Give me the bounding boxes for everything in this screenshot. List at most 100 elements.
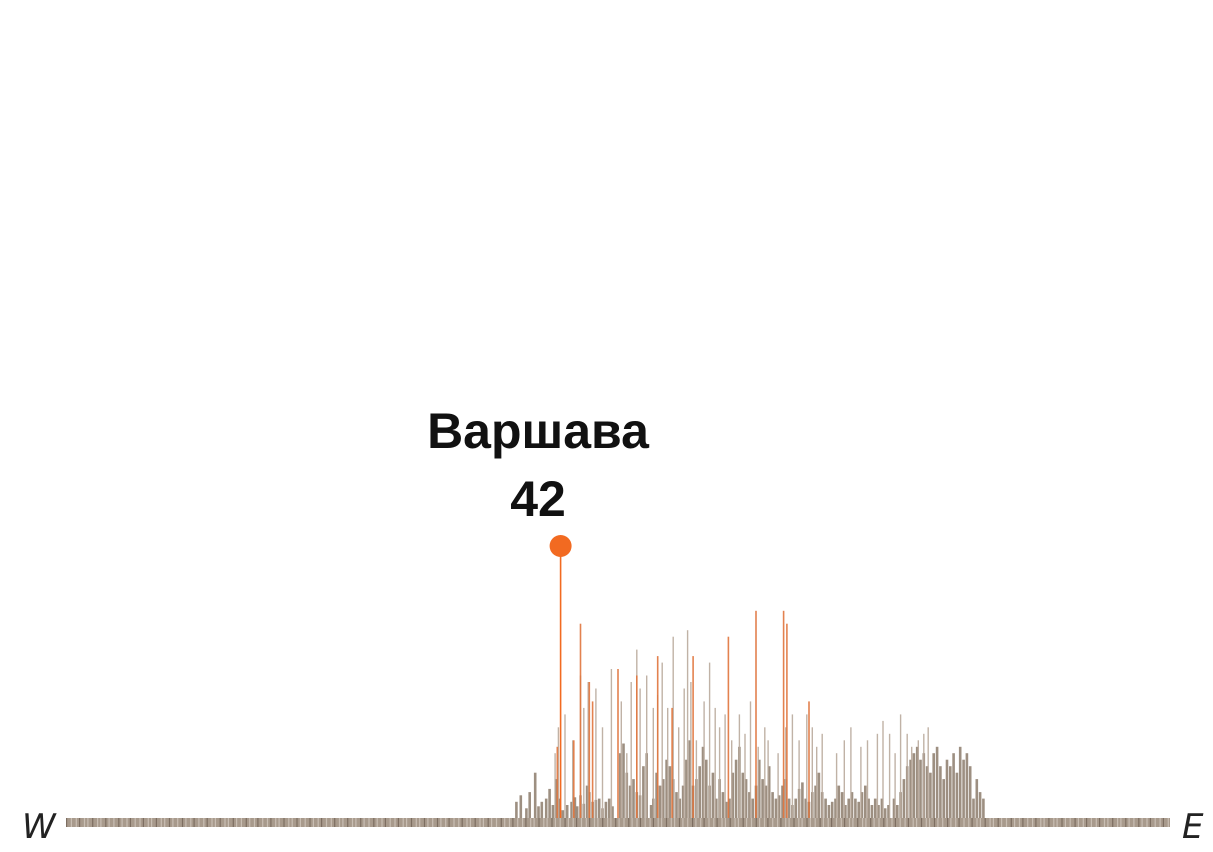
baseline-tick bbox=[916, 818, 918, 827]
baseline-tick bbox=[1048, 818, 1050, 827]
bar bbox=[688, 740, 692, 818]
bar bbox=[537, 806, 540, 818]
baseline-tick bbox=[236, 818, 238, 827]
bar bbox=[866, 740, 869, 818]
bar bbox=[639, 688, 641, 818]
bar bbox=[667, 707, 669, 818]
baseline-tick bbox=[976, 818, 978, 827]
bar bbox=[575, 806, 579, 818]
bar bbox=[915, 746, 919, 818]
baseline-tick bbox=[708, 818, 710, 827]
bar bbox=[834, 798, 837, 818]
bar bbox=[731, 740, 733, 818]
baseline-tick bbox=[767, 818, 769, 827]
bar-accent bbox=[588, 682, 591, 818]
bar bbox=[899, 714, 902, 818]
bar bbox=[551, 805, 555, 818]
highlight-layer bbox=[549, 535, 572, 818]
baseline bbox=[66, 818, 1170, 827]
baseline-tick bbox=[801, 818, 803, 827]
baseline-tick bbox=[522, 818, 524, 827]
bar bbox=[611, 806, 614, 818]
baseline-tick bbox=[670, 818, 672, 827]
baseline-tick bbox=[458, 818, 460, 827]
baseline-tick bbox=[652, 818, 654, 827]
baseline-tick bbox=[508, 818, 511, 827]
bar bbox=[731, 772, 735, 818]
bar bbox=[570, 801, 573, 818]
baseline-tick bbox=[883, 818, 885, 827]
bar bbox=[850, 792, 854, 818]
baseline-tick bbox=[427, 818, 429, 827]
bar bbox=[939, 766, 942, 818]
baseline-tick bbox=[597, 818, 599, 827]
bar bbox=[847, 798, 850, 818]
baseline-tick bbox=[469, 818, 471, 827]
bar bbox=[711, 772, 715, 818]
baseline-tick bbox=[1064, 818, 1066, 827]
baseline-tick bbox=[546, 818, 548, 827]
baseline-tick bbox=[1103, 818, 1106, 827]
baseline-tick bbox=[777, 818, 779, 827]
bar bbox=[748, 792, 751, 818]
baseline-tick bbox=[1086, 818, 1088, 827]
baseline-tick bbox=[623, 818, 625, 827]
bar bbox=[932, 753, 935, 818]
baseline-tick bbox=[466, 818, 468, 827]
baseline-tick bbox=[487, 818, 489, 827]
baseline-tick bbox=[564, 818, 566, 827]
bar bbox=[972, 798, 975, 818]
bar bbox=[655, 772, 658, 818]
bars-layer bbox=[515, 610, 985, 818]
bar bbox=[892, 798, 896, 818]
bar bbox=[632, 779, 635, 818]
bar bbox=[774, 798, 778, 818]
bar bbox=[942, 779, 945, 818]
baseline-tick bbox=[873, 818, 875, 827]
bar-accent bbox=[755, 610, 757, 818]
baseline-tick bbox=[737, 818, 739, 827]
baseline-tick bbox=[474, 818, 476, 827]
bar bbox=[675, 792, 678, 818]
baseline-tick bbox=[92, 818, 94, 827]
baseline-tick bbox=[479, 818, 481, 827]
baseline-tick bbox=[958, 818, 960, 827]
baseline-tick bbox=[75, 818, 77, 827]
bar bbox=[573, 797, 577, 818]
bar bbox=[877, 805, 880, 818]
bar bbox=[715, 798, 718, 818]
bar bbox=[814, 785, 817, 818]
bar bbox=[867, 798, 870, 818]
bar bbox=[850, 727, 852, 818]
baseline-tick bbox=[763, 818, 766, 827]
bar bbox=[561, 810, 565, 818]
bar bbox=[665, 759, 668, 818]
baseline-tick bbox=[1138, 818, 1140, 827]
bar bbox=[728, 798, 731, 818]
bar bbox=[583, 707, 585, 818]
baseline-tick bbox=[593, 818, 596, 827]
baseline-tick bbox=[1117, 818, 1119, 827]
baseline-tick bbox=[1056, 818, 1058, 827]
baseline-tick bbox=[1005, 818, 1008, 827]
baseline-tick bbox=[1099, 818, 1101, 827]
baseline-tick bbox=[929, 818, 931, 827]
baseline-tick bbox=[211, 818, 213, 827]
bar bbox=[883, 808, 887, 818]
bar bbox=[837, 785, 841, 818]
baseline-tick bbox=[1125, 818, 1127, 827]
bar bbox=[958, 746, 962, 818]
baseline-tick bbox=[644, 818, 646, 827]
baseline-tick bbox=[852, 818, 854, 827]
baseline-tick bbox=[525, 818, 527, 827]
bar bbox=[744, 779, 748, 818]
baseline-tick bbox=[317, 818, 319, 827]
bar bbox=[781, 785, 784, 818]
baseline-tick bbox=[334, 818, 336, 827]
baseline-tick bbox=[793, 818, 795, 827]
bar bbox=[843, 740, 845, 818]
bar bbox=[870, 805, 874, 818]
bar bbox=[668, 766, 672, 818]
bar bbox=[791, 714, 794, 818]
baseline-tick bbox=[602, 818, 604, 827]
